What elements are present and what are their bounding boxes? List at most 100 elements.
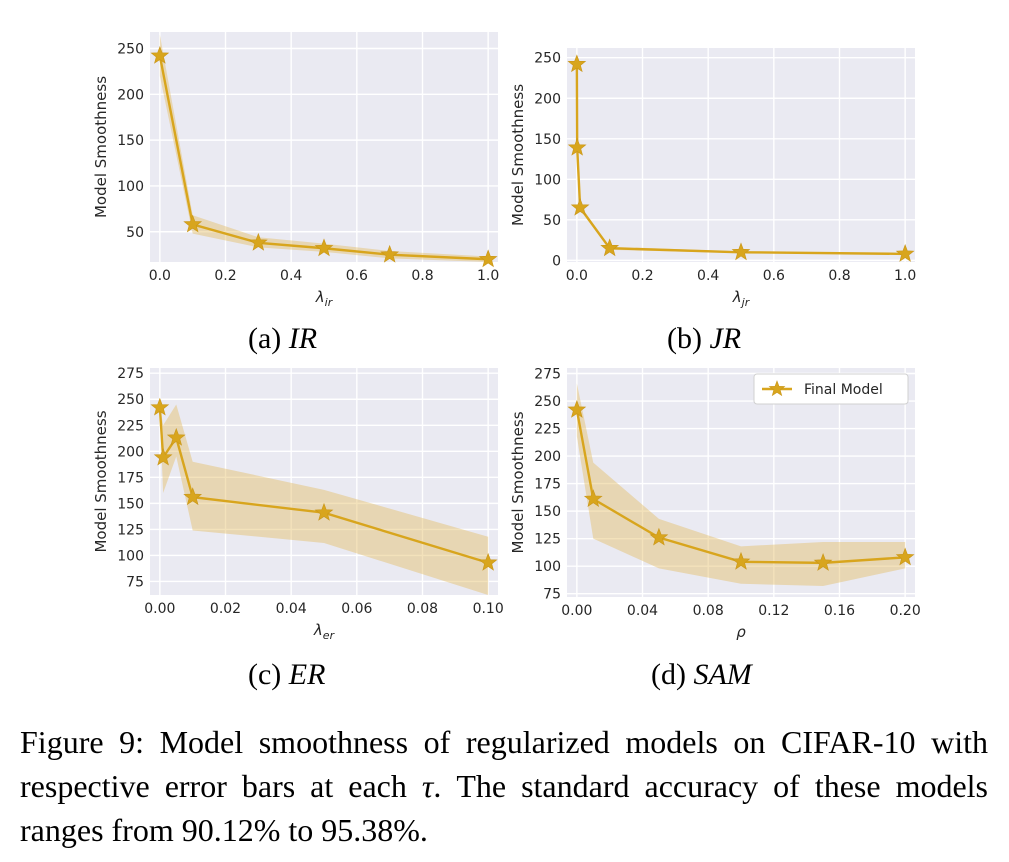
chart-svg-c: 0.00 0.02 0.04 0.06 0.08 0.10 75 100 125 150 175 20… [92, 366, 504, 642]
data-point-marker [731, 242, 751, 261]
legend-label: Final Model [804, 382, 883, 398]
y-tick-label: 100 [534, 172, 561, 188]
series-line [158, 55, 489, 261]
subcaption-prefix: (a) [248, 322, 282, 355]
data-point-marker [150, 397, 170, 416]
series-line [575, 409, 906, 565]
data-point-marker [380, 244, 400, 263]
y-tick-label: 250 [534, 51, 561, 67]
x-tick-label: 0.8 [411, 268, 433, 284]
data-point-marker [567, 54, 587, 73]
x-tick-label: 0.16 [824, 603, 855, 619]
subcaption-er: (c) ER [248, 658, 325, 692]
x-tick-label: 0.04 [627, 603, 658, 619]
x-tick-label: 0.4 [697, 268, 719, 284]
subcaption-ir: (a) IR [248, 322, 317, 356]
y-tick-label: 125 [117, 522, 144, 538]
y-tick-label: 150 [534, 504, 561, 520]
x-tick-label: 0.08 [693, 603, 724, 619]
x-axis-label-symbol: λ [313, 621, 323, 639]
plot-area [150, 368, 498, 595]
x-tick-label: 0.0 [149, 268, 171, 284]
x-tick-label: 0.6 [346, 268, 368, 284]
y-tick-label: 250 [117, 392, 144, 408]
legend: Final Model [753, 373, 909, 405]
y-tick-label: 150 [534, 132, 561, 148]
data-point-marker [583, 489, 603, 507]
x-tick-label: 0.06 [341, 601, 372, 617]
x-axis-label: λjr [732, 288, 751, 309]
y-tick-label: 200 [117, 87, 144, 103]
data-point-marker [166, 427, 186, 446]
x-tick-label: 0.00 [561, 603, 592, 619]
subcaption-name: ER [288, 658, 326, 691]
data-point-marker [478, 552, 498, 571]
data-point-marker [567, 137, 587, 156]
y-axis-label: Model Smoothness [92, 410, 110, 552]
series-line [575, 64, 906, 256]
subcaption-name: JR [709, 322, 742, 355]
figure-caption-symbol: τ [421, 768, 434, 804]
data-point-marker [570, 197, 590, 216]
y-axis-label: Model Smoothness [92, 76, 110, 218]
data-point-marker [813, 553, 833, 571]
x-axis-label-symbol: ρ [736, 623, 746, 641]
x-axis-label-subscript: er [323, 629, 336, 642]
x-tick-label: 0.0 [566, 268, 588, 284]
y-tick-label: 50 [126, 225, 144, 241]
y-tick-label: 250 [117, 41, 144, 57]
y-tick-label: 50 [543, 213, 561, 229]
x-tick-label: 1.0 [477, 268, 499, 284]
data-point-marker [895, 244, 915, 262]
subcaption-name: IR [288, 322, 318, 355]
error-band [159, 404, 489, 595]
data-point-marker [314, 238, 334, 257]
legend-marker [768, 380, 786, 397]
y-tick-label: 0 [552, 253, 561, 269]
figure-caption-suffix: . The standard accuracy of these models … [20, 768, 989, 848]
y-tick-label: 225 [534, 422, 561, 438]
x-tick-label: 0.4 [280, 268, 302, 284]
subcaption-prefix: (d) [651, 658, 686, 691]
x-axis-label: λer [313, 621, 336, 642]
subplot-jr: 0.0 0.2 0.4 0.6 0.8 1.0 0 50 100 150 200 250 λjr Mode… [509, 48, 916, 309]
legend-box [753, 373, 909, 405]
y-tick-label: 100 [534, 559, 561, 575]
x-tick-label: 0.04 [276, 601, 307, 617]
subcaption-jr: (b) JR [667, 322, 741, 356]
figure-caption-prefix: Figure 9: Model smoothness of regularize… [20, 724, 988, 804]
data-point-marker [183, 487, 203, 506]
data-point-marker [153, 447, 173, 466]
y-tick-label: 175 [534, 477, 561, 493]
x-tick-label: 0.00 [144, 601, 175, 617]
data-point-marker [895, 547, 915, 566]
x-axis-label-subscript: jr [740, 296, 751, 309]
x-tick-label: 0.08 [407, 601, 438, 617]
data-point-marker [731, 551, 751, 570]
y-tick-label: 250 [534, 394, 561, 410]
y-tick-label: 150 [117, 496, 144, 512]
subcaption-prefix: (c) [248, 658, 282, 691]
subcaption-name: SAM [693, 658, 752, 691]
data-point-marker [150, 45, 170, 64]
y-axis-label: Model Smoothness [509, 411, 527, 553]
data-point-marker [183, 214, 203, 233]
subcaption-prefix: (b) [667, 322, 702, 355]
y-tick-label: 225 [117, 418, 144, 434]
data-point-marker [478, 249, 498, 268]
x-tick-label: 0.2 [631, 268, 653, 284]
y-tick-label: 100 [117, 548, 144, 564]
y-tick-label: 150 [117, 133, 144, 149]
y-tick-label: 175 [117, 470, 144, 486]
x-tick-label: 0.20 [890, 603, 921, 619]
x-axis-label: ρ [736, 623, 746, 641]
x-axis-label-symbol: λ [732, 288, 742, 306]
y-tick-label: 200 [534, 449, 561, 465]
x-tick-label: 0.02 [210, 601, 241, 617]
x-tick-label: 0.2 [214, 268, 236, 284]
data-point-marker [248, 232, 268, 251]
chart-svg-b: 0.0 0.2 0.4 0.6 0.8 1.0 0 50 100 150 200 250 λjr Mode… [509, 48, 916, 309]
chart-svg-d: 0.00 0.04 0.08 0.12 0.16 0.20 75 100 125 150 175 20… [509, 367, 921, 641]
subplot-ir: 0.0 0.2 0.4 0.6 0.8 1.0 50 100 150 200 250 λir Model… [92, 32, 499, 309]
y-axis-label: Model Smoothness [509, 84, 527, 226]
